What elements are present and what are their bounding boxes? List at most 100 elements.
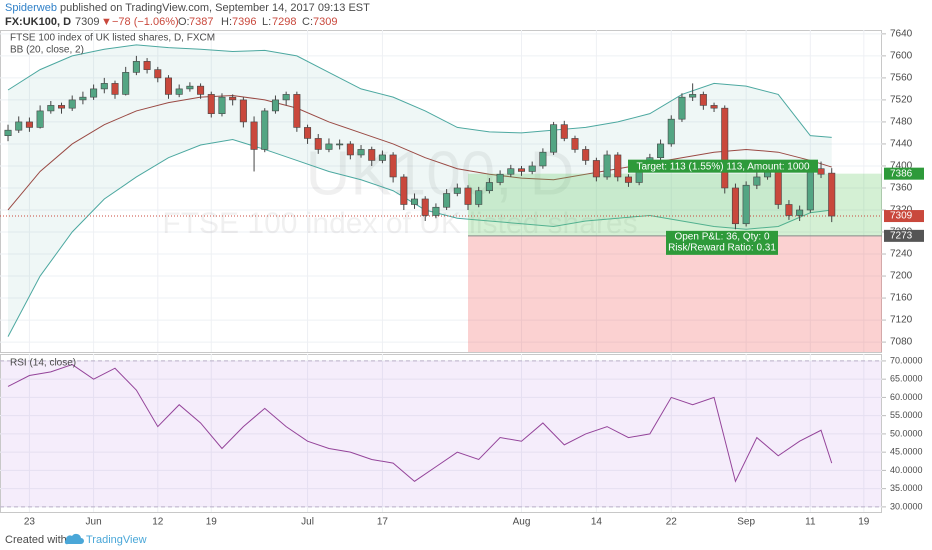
watermark: FTSE 100 index of UK listed shares xyxy=(162,207,637,240)
rr-text: Risk/Reward Ratio: 0.31 xyxy=(668,243,776,254)
footer-brand[interactable]: TradingView xyxy=(86,534,147,546)
y-tick-label: 7560 xyxy=(890,73,913,84)
candle-body xyxy=(58,105,66,109)
rsi-y-tick-label: 35.0000 xyxy=(890,483,923,493)
candle-body xyxy=(357,149,365,156)
pnl-box xyxy=(666,230,778,255)
candle-body xyxy=(122,72,130,95)
rsi-y-tick-label: 55.0000 xyxy=(890,410,923,420)
candle-body xyxy=(261,110,269,150)
candle-body xyxy=(432,206,440,216)
price-tag-label: 7309 xyxy=(890,211,913,222)
candle-body xyxy=(528,165,536,172)
high: 7396 xyxy=(232,16,256,28)
rsi-y-tick-label: 45.0000 xyxy=(890,447,923,457)
candle-body xyxy=(368,149,376,161)
price: 7309 xyxy=(75,16,99,28)
arrow: ▼ xyxy=(101,16,112,28)
y-tick-label: 7440 xyxy=(890,139,913,150)
x-tick-label: Aug xyxy=(513,517,531,528)
candle-body xyxy=(421,198,429,216)
published: published on TradingView.com, September … xyxy=(60,2,370,14)
logo xyxy=(64,533,84,545)
candle-body xyxy=(828,172,836,217)
candle-body xyxy=(689,94,697,98)
candle-body xyxy=(699,94,707,106)
rsi-y-tick-label: 70.0000 xyxy=(890,355,923,365)
y-tick-label: 7640 xyxy=(890,28,913,39)
candle-body xyxy=(250,121,258,150)
candle-body xyxy=(282,94,290,101)
y-tick-label: 7160 xyxy=(890,293,913,304)
candle-body xyxy=(111,83,119,95)
x-tick-label: 19 xyxy=(858,517,870,528)
candle-body xyxy=(15,121,23,131)
y-tick-label: 7080 xyxy=(890,337,913,348)
candle-body xyxy=(304,127,312,139)
rsi-y-tick-label: 50.0000 xyxy=(890,428,923,438)
rsi-band xyxy=(1,360,881,507)
y-tick-label: 7240 xyxy=(890,249,913,260)
bb-fill xyxy=(8,44,832,337)
candle-body xyxy=(550,124,558,153)
candle-body xyxy=(657,143,665,158)
position-profit xyxy=(468,173,882,236)
x-tick-label: Sep xyxy=(737,517,755,528)
candle-body xyxy=(271,99,279,112)
bb-upper xyxy=(7,44,832,138)
candle-body xyxy=(68,99,76,109)
y-tick-label: 7200 xyxy=(890,271,913,282)
symbol: FX:UK100, D xyxy=(5,16,71,28)
candle-body xyxy=(614,154,622,178)
candle-body xyxy=(207,94,215,114)
candle-body xyxy=(79,96,87,101)
candle-body xyxy=(218,96,226,114)
price-tag xyxy=(884,167,924,180)
low: 7298 xyxy=(272,16,296,28)
y-tick-label: 7480 xyxy=(890,117,913,128)
candle-body xyxy=(154,69,162,79)
candle-body xyxy=(753,176,761,186)
plot: 7080712071607200724072807320736074007440… xyxy=(0,28,924,528)
o-label: O: xyxy=(178,16,190,28)
h-label: H: xyxy=(221,16,232,28)
candle-body xyxy=(785,204,793,216)
candle-body xyxy=(400,176,408,205)
candle-body xyxy=(314,138,322,150)
l-label: L: xyxy=(262,16,271,28)
target-box xyxy=(628,159,818,173)
y-tick-label: 7400 xyxy=(890,161,913,172)
close: 7309 xyxy=(313,16,337,28)
candle-body xyxy=(143,61,151,70)
candle-body xyxy=(346,143,354,156)
candle-body xyxy=(293,94,301,128)
candle-body xyxy=(90,88,98,98)
x-tick-label: 12 xyxy=(152,517,164,528)
x-tick-label: Jun xyxy=(86,517,102,528)
candle-body xyxy=(742,184,750,225)
candle-body xyxy=(132,61,140,73)
author[interactable]: Spiderweb xyxy=(5,2,57,14)
candle-body xyxy=(25,121,33,128)
candle-body xyxy=(806,168,814,211)
c-label: C: xyxy=(302,16,313,28)
position-loss xyxy=(468,235,882,352)
footer-created: Created with xyxy=(5,534,67,546)
rsi-y-tick-label: 60.0000 xyxy=(890,392,923,402)
candle-body xyxy=(678,96,686,120)
candle-body xyxy=(164,77,172,95)
rsi-y-tick-label: 30.0000 xyxy=(890,501,923,511)
candle-body xyxy=(100,83,108,90)
x-tick-label: 14 xyxy=(591,517,603,528)
candle-body xyxy=(560,124,568,139)
y-tick-label: 7520 xyxy=(890,95,913,106)
header: Spiderweb published on TradingView.com, … xyxy=(5,2,370,28)
y-tick-label: 7600 xyxy=(890,51,913,62)
candle-body xyxy=(571,138,579,150)
bb-label: BB (20, close, 2) xyxy=(10,45,84,56)
open: 7387 xyxy=(189,16,213,28)
main-pane xyxy=(0,30,882,353)
candle-body xyxy=(667,118,675,145)
rsi-y-tick-label: 65.0000 xyxy=(890,374,923,384)
